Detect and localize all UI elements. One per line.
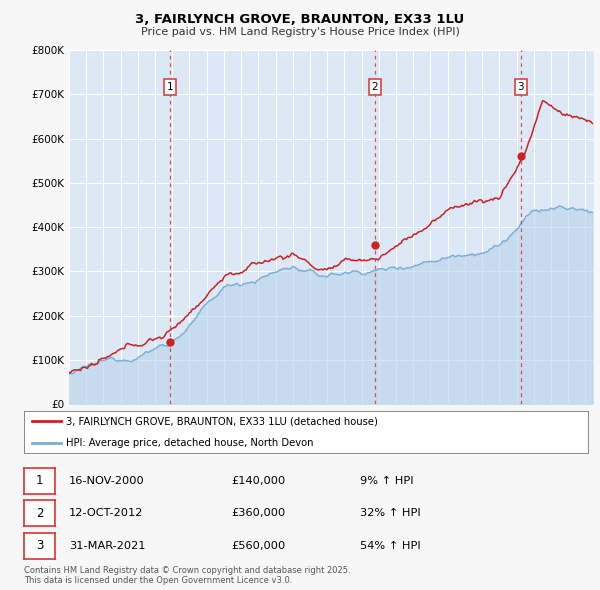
- Text: 2: 2: [36, 507, 43, 520]
- Text: 1: 1: [36, 474, 43, 487]
- Text: Price paid vs. HM Land Registry's House Price Index (HPI): Price paid vs. HM Land Registry's House …: [140, 27, 460, 37]
- Text: 9% ↑ HPI: 9% ↑ HPI: [360, 476, 413, 486]
- Text: 12-OCT-2012: 12-OCT-2012: [69, 509, 143, 518]
- Text: 3: 3: [36, 539, 43, 552]
- Text: This data is licensed under the Open Government Licence v3.0.: This data is licensed under the Open Gov…: [24, 576, 292, 585]
- Text: 3, FAIRLYNCH GROVE, BRAUNTON, EX33 1LU (detached house): 3, FAIRLYNCH GROVE, BRAUNTON, EX33 1LU (…: [66, 417, 378, 426]
- Text: £360,000: £360,000: [231, 509, 285, 518]
- Text: Contains HM Land Registry data © Crown copyright and database right 2025.: Contains HM Land Registry data © Crown c…: [24, 566, 350, 575]
- Text: 32% ↑ HPI: 32% ↑ HPI: [360, 509, 421, 518]
- Text: HPI: Average price, detached house, North Devon: HPI: Average price, detached house, Nort…: [66, 438, 314, 447]
- Text: 1: 1: [167, 83, 173, 92]
- Text: 54% ↑ HPI: 54% ↑ HPI: [360, 541, 421, 550]
- Text: 31-MAR-2021: 31-MAR-2021: [69, 541, 146, 550]
- Text: £140,000: £140,000: [231, 476, 285, 486]
- Text: 2: 2: [372, 83, 379, 92]
- Text: 16-NOV-2000: 16-NOV-2000: [69, 476, 145, 486]
- Text: 3, FAIRLYNCH GROVE, BRAUNTON, EX33 1LU: 3, FAIRLYNCH GROVE, BRAUNTON, EX33 1LU: [136, 13, 464, 26]
- Text: £560,000: £560,000: [231, 541, 285, 550]
- Text: 3: 3: [518, 83, 524, 92]
